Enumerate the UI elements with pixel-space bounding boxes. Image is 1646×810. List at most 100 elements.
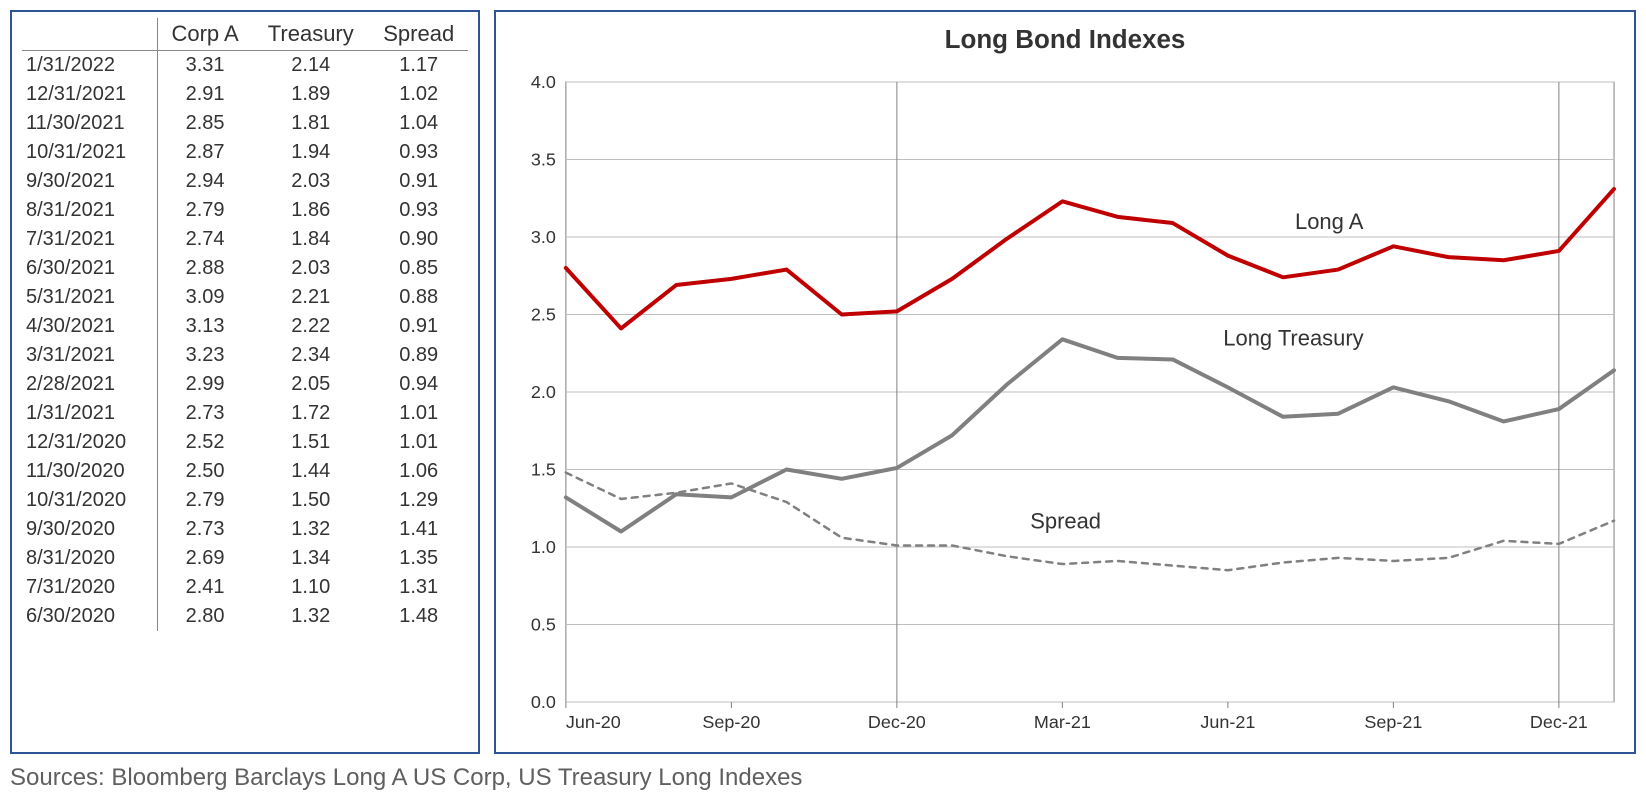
cell-spread: 1.41: [369, 515, 468, 544]
cell-spread: 1.35: [369, 544, 468, 573]
table-row: 2/28/20212.992.050.94: [22, 370, 468, 399]
cell-spread: 0.93: [369, 138, 468, 167]
chart-bg: [496, 12, 1634, 752]
table-row: 11/30/20202.501.441.06: [22, 457, 468, 486]
cell-spread: 1.01: [369, 399, 468, 428]
cell-date: 11/30/2021: [22, 109, 158, 138]
cell-corp-a: 3.23: [158, 341, 253, 370]
cell-treasury: 1.81: [252, 109, 369, 138]
cell-date: 3/31/2021: [22, 341, 158, 370]
table-row: 4/30/20213.132.220.91: [22, 312, 468, 341]
cell-date: 9/30/2021: [22, 167, 158, 196]
cell-date: 6/30/2020: [22, 602, 158, 631]
cell-treasury: 1.84: [252, 225, 369, 254]
cell-treasury: 1.89: [252, 80, 369, 109]
cell-spread: 0.85: [369, 254, 468, 283]
cell-date: 8/31/2021: [22, 196, 158, 225]
table-row: 12/31/20212.911.891.02: [22, 80, 468, 109]
cell-treasury: 2.05: [252, 370, 369, 399]
cell-treasury: 2.22: [252, 312, 369, 341]
cell-spread: 1.48: [369, 602, 468, 631]
table-row: 6/30/20212.882.030.85: [22, 254, 468, 283]
chart-panel: Long Bond Indexes0.00.51.01.52.02.53.03.…: [494, 10, 1636, 754]
x-tick-label: Mar-21: [1034, 712, 1091, 732]
cell-corp-a: 2.73: [158, 515, 253, 544]
cell-corp-a: 3.09: [158, 283, 253, 312]
x-tick-label: Dec-21: [1530, 712, 1588, 732]
table-row: 3/31/20213.232.340.89: [22, 341, 468, 370]
col-corp-a: Corp A: [158, 18, 253, 51]
table-header-row: Corp A Treasury Spread: [22, 18, 468, 51]
col-treasury: Treasury: [252, 18, 369, 51]
cell-treasury: 1.44: [252, 457, 369, 486]
table-row: 9/30/20212.942.030.91: [22, 167, 468, 196]
cell-spread: 0.93: [369, 196, 468, 225]
cell-date: 7/31/2020: [22, 573, 158, 602]
cell-spread: 0.91: [369, 167, 468, 196]
cell-spread: 1.06: [369, 457, 468, 486]
cell-treasury: 1.10: [252, 573, 369, 602]
cell-spread: 1.01: [369, 428, 468, 457]
cell-corp-a: 2.73: [158, 399, 253, 428]
sources-caption: Sources: Bloomberg Barclays Long A US Co…: [10, 764, 1636, 792]
cell-date: 12/31/2021: [22, 80, 158, 109]
cell-corp-a: 2.50: [158, 457, 253, 486]
col-date: [22, 18, 158, 51]
cell-date: 2/28/2021: [22, 370, 158, 399]
table-row: 11/30/20212.851.811.04: [22, 109, 468, 138]
layout-row: Corp A Treasury Spread 1/31/20223.312.14…: [10, 10, 1636, 754]
cell-date: 8/31/2020: [22, 544, 158, 573]
cell-corp-a: 2.41: [158, 573, 253, 602]
cell-treasury: 2.34: [252, 341, 369, 370]
cell-spread: 1.02: [369, 80, 468, 109]
cell-spread: 0.90: [369, 225, 468, 254]
cell-spread: 1.17: [369, 51, 468, 81]
cell-treasury: 2.21: [252, 283, 369, 312]
cell-treasury: 1.50: [252, 486, 369, 515]
series-label: Long A: [1295, 209, 1364, 234]
cell-corp-a: 3.31: [158, 51, 253, 81]
cell-treasury: 1.51: [252, 428, 369, 457]
cell-corp-a: 2.87: [158, 138, 253, 167]
cell-spread: 0.94: [369, 370, 468, 399]
table-row: 10/31/20212.871.940.93: [22, 138, 468, 167]
table-row: 8/31/20212.791.860.93: [22, 196, 468, 225]
y-tick-label: 3.0: [531, 227, 556, 247]
cell-date: 6/30/2021: [22, 254, 158, 283]
cell-corp-a: 3.13: [158, 312, 253, 341]
x-tick-label: Jun-20: [566, 712, 621, 732]
y-tick-label: 3.5: [531, 149, 556, 169]
table-row: 1/31/20223.312.141.17: [22, 51, 468, 81]
cell-date: 4/30/2021: [22, 312, 158, 341]
x-tick-label: Sep-20: [702, 712, 760, 732]
y-tick-label: 2.0: [531, 382, 556, 402]
series-label: Spread: [1030, 508, 1101, 533]
series-label: Long Treasury: [1223, 325, 1363, 350]
cell-date: 9/30/2020: [22, 515, 158, 544]
table-row: 1/31/20212.731.721.01: [22, 399, 468, 428]
cell-spread: 0.89: [369, 341, 468, 370]
cell-corp-a: 2.80: [158, 602, 253, 631]
cell-corp-a: 2.88: [158, 254, 253, 283]
table-row: 10/31/20202.791.501.29: [22, 486, 468, 515]
table-row: 7/31/20202.411.101.31: [22, 573, 468, 602]
cell-spread: 1.31: [369, 573, 468, 602]
y-tick-label: 0.5: [531, 614, 556, 634]
cell-corp-a: 2.79: [158, 486, 253, 515]
cell-date: 1/31/2022: [22, 51, 158, 81]
cell-corp-a: 2.91: [158, 80, 253, 109]
y-tick-label: 4.0: [531, 72, 556, 92]
cell-spread: 1.29: [369, 486, 468, 515]
cell-date: 12/31/2020: [22, 428, 158, 457]
x-tick-label: Sep-21: [1364, 712, 1422, 732]
y-tick-label: 2.5: [531, 304, 556, 324]
cell-corp-a: 2.94: [158, 167, 253, 196]
cell-date: 11/30/2020: [22, 457, 158, 486]
table-row: 7/31/20212.741.840.90: [22, 225, 468, 254]
table-row: 6/30/20202.801.321.48: [22, 602, 468, 631]
cell-spread: 1.04: [369, 109, 468, 138]
table-body: 1/31/20223.312.141.1712/31/20212.911.891…: [22, 51, 468, 632]
cell-corp-a: 2.52: [158, 428, 253, 457]
x-tick-label: Dec-20: [868, 712, 926, 732]
cell-treasury: 2.14: [252, 51, 369, 81]
